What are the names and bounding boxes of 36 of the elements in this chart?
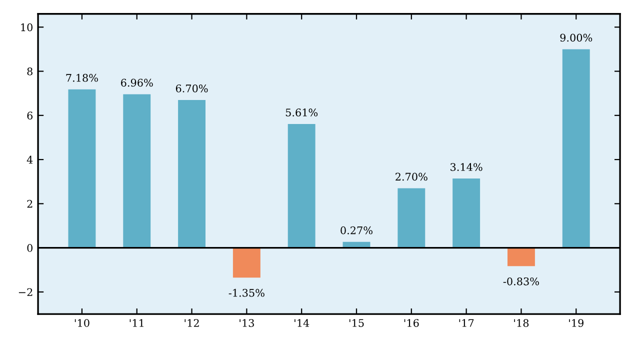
data-label: 3.14% (450, 163, 482, 171)
y-tick-label: 6 (27, 112, 33, 120)
x-tick-label: '12 (184, 319, 199, 327)
data-label: 7.18% (66, 74, 98, 82)
bar (452, 178, 480, 248)
bar (232, 248, 260, 278)
y-tick-label: 0 (27, 244, 32, 252)
x-tick-label: '16 (404, 319, 419, 327)
bar (288, 124, 316, 248)
data-label: 0.27% (340, 226, 372, 234)
x-tick-label: '11 (130, 319, 144, 327)
bar (178, 100, 206, 248)
data-label: 9.00% (560, 34, 592, 42)
data-label: -1.35% (228, 288, 264, 297)
y-tick-label: 8 (27, 67, 32, 76)
y-tick-label: 10 (21, 23, 32, 32)
y-tick-label: −2 (18, 288, 32, 296)
x-tick-label: '17 (459, 319, 474, 327)
x-tick-label: '18 (514, 319, 529, 327)
bar (68, 89, 96, 248)
x-tick-label: '13 (240, 319, 254, 327)
data-label: 2.70% (396, 172, 428, 181)
x-tick-label: '14 (294, 319, 310, 327)
data-label: 5.61% (286, 108, 318, 116)
bar (123, 94, 151, 248)
data-label: -0.83% (503, 277, 539, 286)
y-tick-label: 2 (27, 200, 32, 208)
y-tick-label: 4 (26, 156, 33, 164)
x-tick-label: '19 (569, 319, 584, 327)
bar (562, 49, 590, 248)
x-tick-label: '10 (74, 319, 90, 327)
data-label: 6.96% (121, 78, 153, 87)
data-label: 6.70% (176, 84, 208, 92)
bar (398, 188, 426, 248)
x-tick-label: '15 (349, 319, 364, 327)
bar (507, 248, 535, 266)
